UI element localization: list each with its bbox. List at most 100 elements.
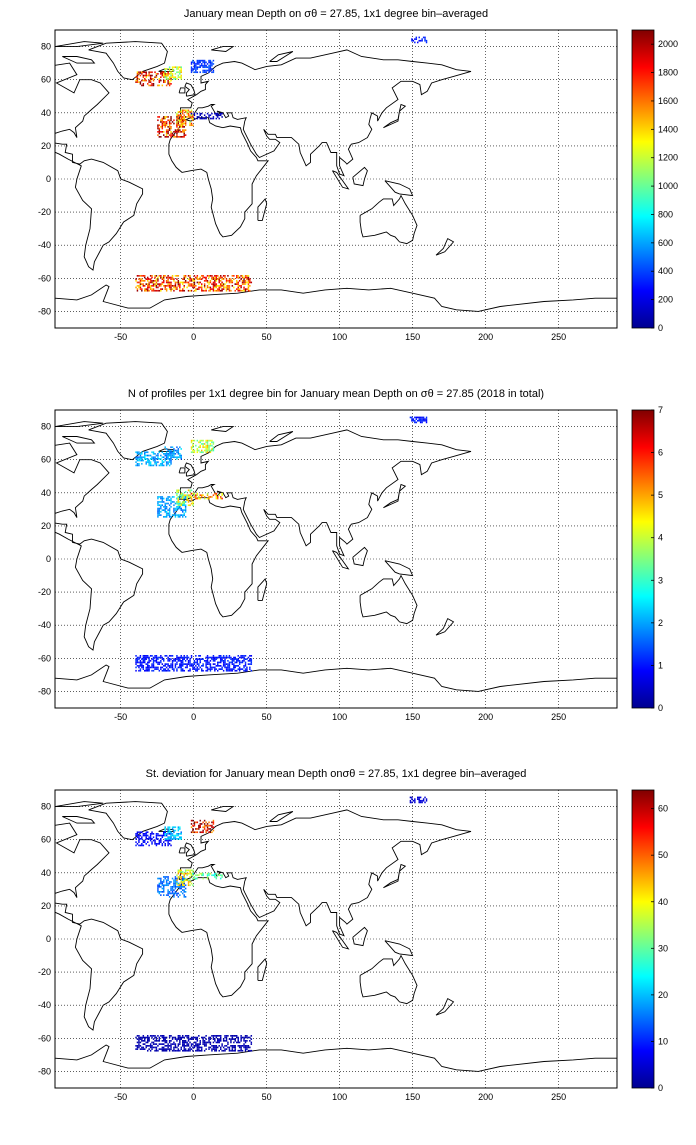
data-bin (238, 660, 241, 662)
x-tick-label: 50 (262, 712, 272, 722)
data-bin (164, 516, 166, 518)
data-bin (160, 507, 162, 510)
data-bin (233, 656, 235, 659)
data-bin (202, 443, 204, 445)
data-bin (142, 71, 145, 74)
data-bin (177, 869, 180, 872)
data-bin (424, 39, 426, 42)
data-bin (177, 1043, 180, 1045)
data-bin (176, 446, 178, 449)
coastline (19, 57, 41, 65)
data-bin (179, 516, 181, 518)
data-bin (230, 1038, 232, 1040)
data-bin (177, 666, 180, 669)
data-bin (158, 285, 161, 287)
data-bin (246, 275, 248, 277)
data-bin (155, 464, 158, 467)
x-tick-label: 150 (405, 712, 420, 722)
data-bin (224, 665, 226, 667)
data-bin (186, 281, 188, 284)
data-bin (168, 83, 171, 85)
data-bin (180, 116, 182, 118)
data-bin (214, 276, 216, 279)
data-bin (163, 73, 165, 75)
data-bin (238, 276, 241, 279)
data-bin (186, 872, 188, 875)
data-bin (142, 655, 145, 657)
data-bin (173, 76, 175, 79)
data-bin (136, 463, 139, 465)
data-bin (148, 84, 150, 87)
colorbar-tick-label: 400 (658, 266, 673, 276)
data-bin (152, 456, 155, 459)
data-bin (241, 283, 244, 285)
data-bin (241, 289, 244, 292)
data-bin (152, 288, 155, 290)
data-bin (176, 881, 178, 883)
data-bin (139, 74, 142, 77)
data-bin (154, 660, 156, 662)
data-bin (157, 276, 159, 279)
data-bin (183, 281, 185, 284)
data-bin (168, 833, 171, 835)
data-bin (164, 834, 166, 837)
data-bin (176, 129, 178, 131)
data-bin (196, 117, 199, 120)
data-bin (161, 456, 164, 459)
data-bin (187, 663, 190, 665)
data-bin (148, 459, 150, 462)
data-bin (167, 839, 169, 842)
data-bin (419, 39, 422, 42)
data-bin (180, 502, 182, 505)
data-bin (224, 1048, 226, 1050)
data-bin (190, 1043, 193, 1045)
data-bin (192, 278, 194, 280)
data-bin (184, 494, 187, 497)
data-bin (183, 881, 185, 883)
data-bin (224, 283, 226, 285)
data-bin (177, 660, 180, 662)
data-bin (184, 119, 187, 122)
data-bin (174, 665, 177, 667)
data-bin (157, 516, 159, 518)
x-tick-label: 50 (262, 1092, 272, 1102)
data-bin (173, 1036, 175, 1039)
data-bin (234, 289, 236, 292)
panel-profile-count: N of profiles per 1x1 degree bin for Jan… (38, 388, 663, 722)
data-bin (177, 449, 180, 452)
data-bin (193, 112, 196, 115)
data-bin (425, 418, 428, 420)
data-bin (187, 109, 190, 112)
data-bin (222, 656, 225, 659)
data-bin (190, 1045, 193, 1047)
data-bin (187, 281, 190, 284)
data-bin (142, 1043, 145, 1045)
y-tick-label: -20 (38, 587, 51, 597)
data-bin (196, 494, 199, 497)
data-bin (190, 496, 193, 498)
data-bin (225, 288, 228, 290)
data-bin (224, 1036, 226, 1039)
y-tick-label: 60 (41, 455, 51, 465)
data-bin (184, 871, 187, 873)
data-bin (176, 892, 178, 895)
data-bin (176, 492, 178, 495)
data-bin (179, 494, 181, 497)
data-bin (203, 63, 206, 65)
data-bin (214, 669, 216, 672)
data-bin (221, 1049, 223, 1052)
data-bin (182, 496, 184, 498)
data-bin (167, 876, 169, 878)
data-bin (171, 1049, 174, 1052)
data-bin (167, 656, 169, 659)
data-bin (230, 289, 232, 292)
data-bin (139, 660, 142, 662)
data-bin (149, 838, 152, 840)
data-bin (209, 288, 212, 290)
data-bin (218, 668, 220, 670)
data-bin (244, 288, 247, 290)
data-bin (209, 63, 212, 65)
y-tick-label: 0 (46, 934, 51, 944)
data-bin (165, 124, 168, 127)
data-bin (203, 69, 206, 72)
